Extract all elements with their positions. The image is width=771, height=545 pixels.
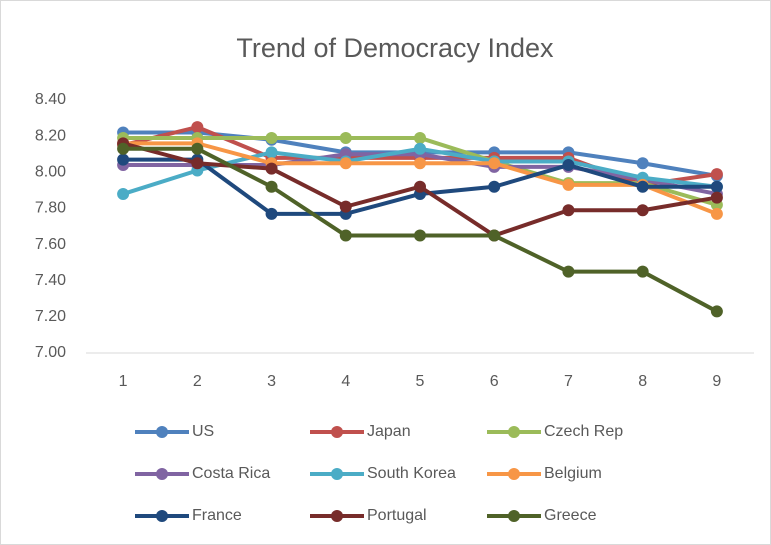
x-tick-label: 3 [267,373,276,390]
legend-marker [508,468,520,480]
legend-marker [508,510,520,522]
point [636,265,649,278]
point [488,157,501,170]
legend-marker [156,510,168,522]
point [414,131,426,144]
point [339,157,352,170]
point [488,180,501,193]
x-tick-label: 5 [416,373,425,390]
legend-marker [331,468,343,480]
point [562,204,575,217]
point [265,180,278,193]
point [710,168,723,181]
legend-label: South Korea [367,465,456,482]
point [265,162,278,175]
legend-marker [331,426,343,438]
point [562,178,575,191]
point [710,180,723,193]
point [710,207,723,220]
y-tick-label: 7.60 [35,236,66,253]
point [117,153,130,166]
legend-label: Greece [544,507,597,524]
legend-marker [156,426,168,438]
point [488,229,501,242]
point [339,131,352,144]
legend-label: Czech Rep [544,423,623,440]
y-tick-label: 8.00 [35,164,66,181]
point [414,229,426,242]
x-tick-label: 7 [564,373,573,390]
legend-marker [156,468,168,480]
legend-label: US [192,423,214,440]
x-tick-label: 1 [119,373,128,390]
legend-label: Belgium [544,465,602,482]
y-tick-label: 7.20 [35,308,66,325]
x-tick-label: 8 [638,373,647,390]
point [636,204,649,217]
legend-label: Japan [367,423,411,440]
point [265,146,278,159]
x-tick-label: 4 [341,373,350,390]
y-tick-label: 8.20 [35,127,66,144]
point [339,200,352,213]
point [191,157,204,170]
point [191,142,204,155]
point [117,142,130,155]
point [265,207,278,220]
point [636,180,649,193]
point [191,121,204,134]
y-tick-label: 7.40 [35,272,66,289]
point [339,229,352,242]
y-tick-label: 7.80 [35,200,66,217]
point [636,157,649,170]
point [265,131,278,144]
legend-label: Costa Rica [192,465,270,482]
point [710,191,723,204]
chart-title: Trend of Democracy Index [236,33,554,63]
legend-marker [508,426,520,438]
x-tick-label: 9 [712,373,721,390]
x-tick-label: 6 [490,373,499,390]
x-tick-label: 2 [193,373,202,390]
y-tick-label: 7.00 [35,344,66,361]
legend-label: France [192,507,242,524]
point [414,142,426,155]
point [414,180,426,193]
point [117,187,130,200]
point [562,159,575,172]
point [414,157,426,170]
legend-label: Portugal [367,507,427,524]
y-tick-label: 8.40 [35,91,66,108]
legend-marker [331,510,343,522]
point [562,265,575,278]
point [710,305,723,318]
